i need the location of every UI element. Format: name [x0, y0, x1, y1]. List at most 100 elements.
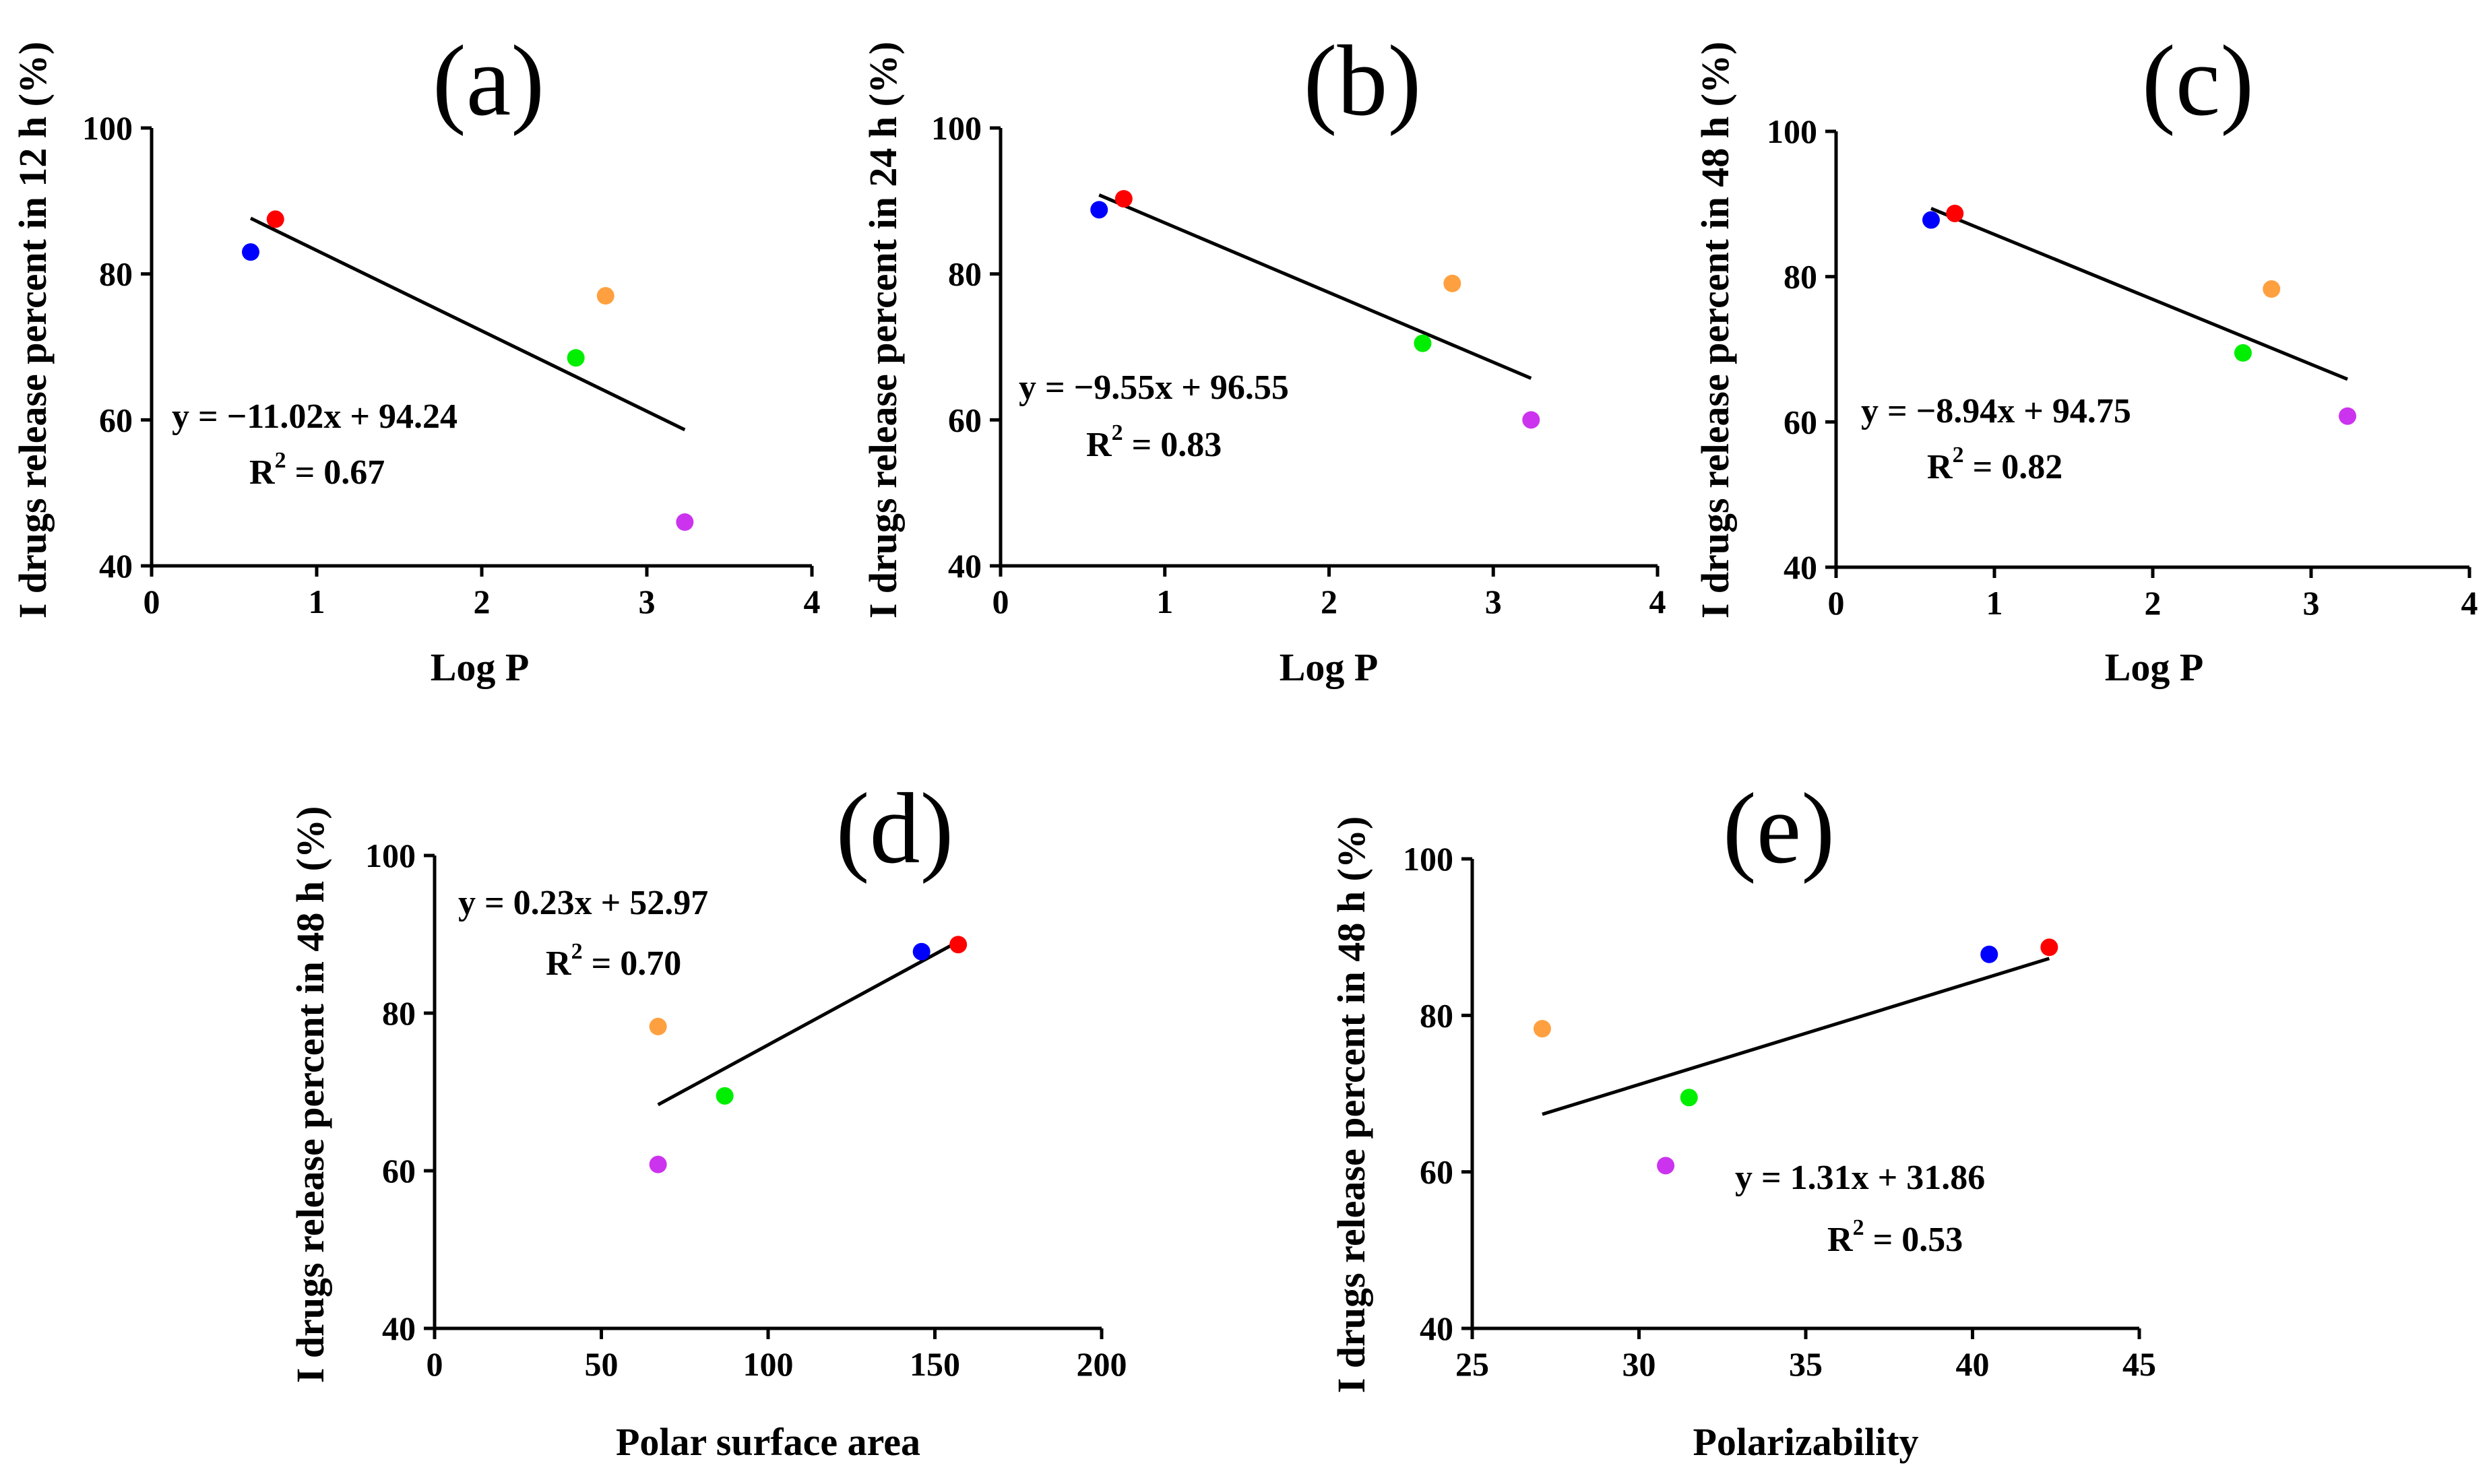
panel-c-y-tick-label: 80 [1784, 258, 1817, 296]
panel-a-x-tick-label: 1 [309, 583, 325, 620]
panel-b-regression-line [1098, 193, 1532, 380]
panel-b-r2-superscript: 2 [1112, 420, 1123, 445]
panel-c-x-axis-title: Log P [2105, 645, 2204, 689]
panel-c-data-point-red [1946, 204, 1964, 222]
panel-e-data-point-blue [1980, 945, 1998, 963]
panel-e-data-point-orange [1533, 1020, 1551, 1038]
panel-b-y-tick-label: 100 [931, 109, 982, 147]
panel-d-regression-line [657, 940, 959, 1107]
panel-d-data-point-blue [912, 942, 931, 961]
panel-d-data-point-purple [649, 1155, 667, 1173]
panel-a-label: (a) [433, 25, 544, 137]
panel-d-x-tick-label: 150 [910, 1345, 960, 1383]
panel-d-y-tick-label: 80 [382, 994, 416, 1032]
panel-d-x-axis-title: Polar surface area [616, 1420, 920, 1464]
panel-a-plot: 0 1 2 3 4 40 60 80 100 [82, 109, 821, 620]
panel-e-y-axis-title: I drugs release percent in 48 h (%) [1329, 816, 1373, 1394]
panel-c-x-tick-label: 4 [2461, 584, 2478, 622]
panel-d-x-tick-label: 100 [743, 1345, 794, 1383]
panel-d-label: (d) [836, 773, 954, 884]
panel-e-regression-line [1542, 957, 2050, 1116]
panel-c-fit-equation: y = −8.94x + 94.75 [1861, 392, 2131, 430]
panel-d-data-point-green [716, 1087, 734, 1105]
panel-a-data-point-blue [242, 243, 259, 261]
panel-c-data-point-green [2234, 344, 2252, 362]
panel-c-r2-superscript: 2 [1953, 443, 1964, 467]
panel-c-x-tick-label: 1 [1986, 584, 2003, 622]
panel-b-data-point-blue [1090, 201, 1108, 219]
panel-e-x-tick-label: 40 [1956, 1345, 1990, 1383]
panel-b-x-tick-label: 4 [1649, 583, 1666, 620]
panel-b-data-point-red [1114, 190, 1133, 208]
panel-b-label: (b) [1304, 25, 1422, 137]
panel-b-y-axis-title: I drugs release percent in 24 h (%) [861, 42, 905, 619]
panel-e-data-point-green [1680, 1089, 1698, 1107]
panel-a-fit-equation: y = −11.02x + 94.24 [172, 397, 458, 436]
panel-e-fit-equation: y = 1.31x + 31.86 [1735, 1159, 1985, 1197]
panel-a-x-tick-label: 4 [804, 583, 821, 620]
panel-e-data-point-red [2040, 938, 2058, 957]
panel-d-x-tick-label: 200 [1077, 1345, 1127, 1383]
panel-d-data-point-orange [649, 1017, 667, 1035]
panel-a-y-tick-label: 100 [82, 109, 133, 147]
panel-d-r2-value: = 0.70 [583, 944, 682, 983]
panel-e-x-tick-label: 35 [1789, 1345, 1823, 1383]
panel-c-x-tick-label: 3 [2303, 584, 2320, 622]
panel-e-r2-prefix: R [1827, 1221, 1854, 1259]
panel-b-x-tick-label: 0 [992, 583, 1009, 620]
panel-e-x-tick-label: 30 [1622, 1345, 1656, 1383]
panel-a-y-axis-title: I drugs release percent in 12 h (%) [11, 42, 55, 619]
panel-b-y-tick-label: 60 [948, 401, 982, 439]
panel-c-data-point-blue [1922, 211, 1940, 229]
panel-c-x-tick-label: 0 [1828, 584, 1845, 622]
panel-a-r2-value: = 0.67 [286, 453, 385, 492]
panel-b-x-tick-label: 1 [1156, 583, 1173, 620]
panel-e-label: (e) [1723, 773, 1835, 884]
panel-a-x-axis-title: Log P [431, 645, 530, 689]
panel-d-data-point-red [949, 936, 968, 954]
panel-d-y-tick-label: 60 [382, 1152, 416, 1190]
panel-a: (a) I drugs release percent in 12 h (%) … [11, 25, 821, 689]
panel-c: (c) I drugs release percent in 48 h (%) … [1693, 25, 2478, 689]
panel-a-y-tick-label: 40 [99, 547, 133, 585]
panel-b-x-axis-title: Log P [1280, 645, 1379, 689]
panel-c-data-point-orange [2263, 280, 2281, 298]
panel-e-r-squared: R2 = 0.53 [1827, 1215, 1963, 1259]
panel-d-r-squared: R2 = 0.70 [546, 939, 681, 983]
panel-d-r2-superscript: 2 [571, 939, 583, 964]
panel-c-plot: 0 1 2 3 4 40 60 80 100 [1767, 112, 2478, 622]
panel-a-r2-superscript: 2 [275, 448, 286, 473]
panel-b-y-tick-label: 40 [948, 547, 982, 585]
panel-d-y-tick-label: 100 [365, 837, 416, 874]
panel-b-data-point-green [1414, 334, 1432, 352]
panel-a-data-point-orange [596, 287, 614, 305]
panel-e-x-tick-label: 45 [2122, 1345, 2156, 1383]
panel-d-x-tick-label: 0 [427, 1345, 443, 1383]
panel-b-fit-equation: y = −9.55x + 96.55 [1019, 368, 1289, 407]
panel-c-label: (c) [2142, 25, 2254, 137]
panel-d-x-tick-label: 50 [585, 1345, 619, 1383]
panel-a-regression-line [249, 216, 686, 432]
panel-a-data-point-purple [676, 513, 694, 531]
panel-b-data-point-orange [1443, 274, 1461, 292]
panel-a-r2-prefix: R [249, 453, 276, 492]
panel-c-y-axis-title: I drugs release percent in 48 h (%) [1693, 42, 1737, 619]
panel-e-x-tick-label: 25 [1455, 1345, 1489, 1383]
panel-a-data-point-green [567, 349, 585, 367]
panel-b-r2-prefix: R [1086, 426, 1112, 464]
panel-b: (b) I drugs release percent in 24 h (%) … [861, 25, 1666, 689]
panel-e-data-point-purple [1657, 1157, 1675, 1175]
panel-a-r-squared: R2 = 0.67 [249, 448, 385, 492]
panel-e-r2-superscript: 2 [1853, 1215, 1864, 1240]
panel-c-r2-prefix: R [1927, 448, 1953, 486]
panel-a-y-tick-label: 80 [99, 255, 133, 293]
panel-d: (d) I drugs release percent in 48 h (%) … [288, 773, 1127, 1464]
panel-c-y-tick-label: 40 [1784, 548, 1817, 586]
panel-b-y-tick-label: 80 [948, 255, 982, 293]
panel-c-r2-value: = 0.82 [1964, 448, 2063, 486]
panel-c-r-squared: R2 = 0.82 [1927, 443, 2062, 486]
panel-a-x-tick-label: 3 [639, 583, 656, 620]
panel-e-y-tick-label: 100 [1403, 840, 1453, 878]
panel-c-data-point-purple [2339, 407, 2357, 425]
